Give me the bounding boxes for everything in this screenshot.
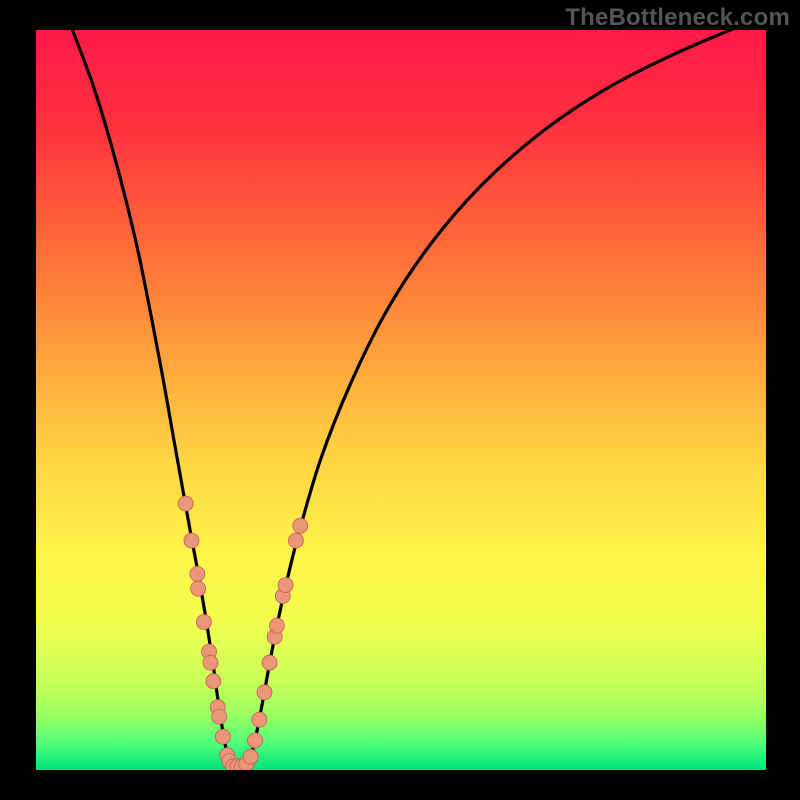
- data-marker: [196, 615, 211, 630]
- watermark-text: TheBottleneck.com: [565, 4, 790, 32]
- data-marker: [257, 685, 272, 700]
- data-marker: [252, 712, 267, 727]
- data-marker: [191, 581, 206, 596]
- data-marker: [248, 733, 263, 748]
- data-marker: [278, 578, 293, 593]
- data-marker: [288, 533, 303, 548]
- data-marker: [184, 533, 199, 548]
- chart-svg: [36, 30, 766, 770]
- data-marker: [178, 496, 193, 511]
- data-marker: [190, 566, 205, 581]
- data-marker: [206, 674, 221, 689]
- data-marker: [203, 655, 218, 670]
- chart-container: TheBottleneck.com: [0, 0, 800, 800]
- gradient-background: [36, 30, 766, 770]
- data-marker: [215, 729, 230, 744]
- data-marker: [262, 655, 277, 670]
- plot-area: [36, 30, 766, 770]
- data-marker: [243, 749, 258, 764]
- data-marker: [293, 518, 308, 533]
- data-marker: [269, 618, 284, 633]
- data-marker: [212, 709, 227, 724]
